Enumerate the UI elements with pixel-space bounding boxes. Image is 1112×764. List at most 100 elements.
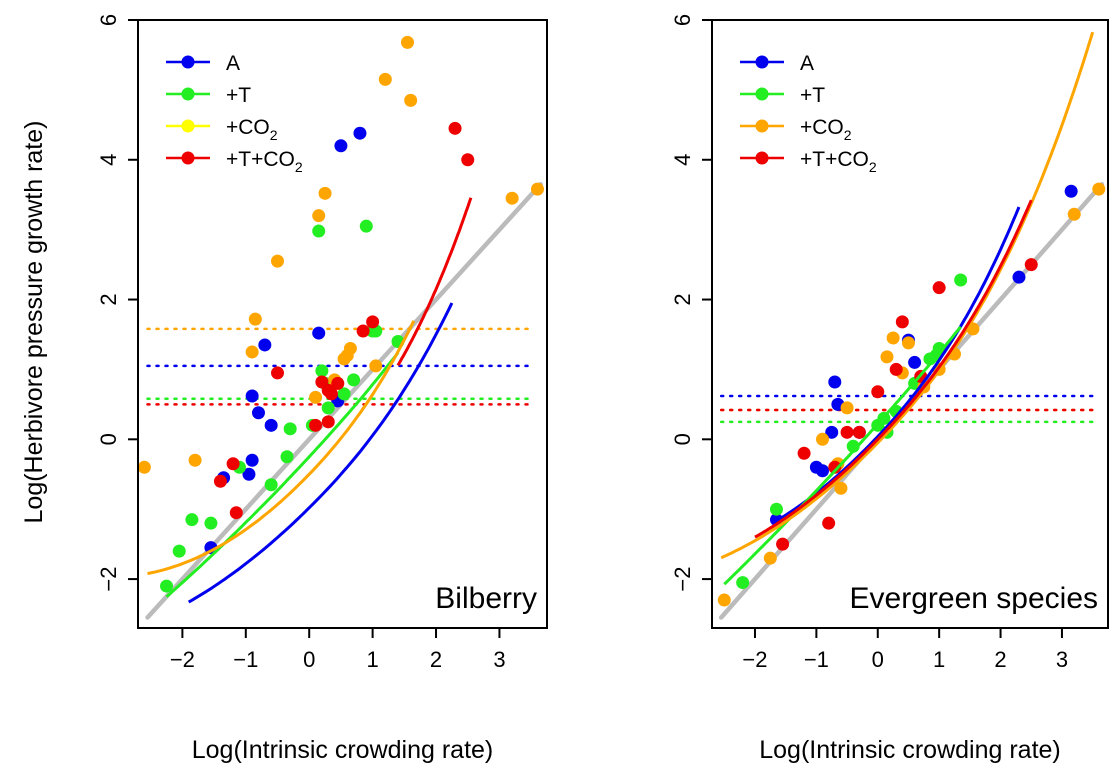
legend-marker-t-co2 <box>181 151 195 165</box>
data-point-co2 <box>271 254 285 268</box>
data-point-a <box>828 375 842 389</box>
legend-marker-t-co2 <box>755 151 769 165</box>
data-point-t <box>172 544 186 558</box>
data-point-a <box>334 139 348 153</box>
data-point-t-co2 <box>871 385 885 399</box>
data-point-t-co2 <box>213 474 227 488</box>
x-tick-label: 1 <box>366 647 378 672</box>
data-point-co2 <box>717 593 731 607</box>
data-point-a <box>1064 184 1078 198</box>
x-tick-label: −1 <box>804 647 829 672</box>
y-axis-title: Log(Herbivore pressure growth rate) <box>20 121 48 524</box>
x-tick-label: 0 <box>303 647 315 672</box>
legend-marker-t <box>181 87 195 101</box>
data-point-a <box>816 464 830 478</box>
panel-label: Bilberry <box>435 582 537 615</box>
data-point-t-co2 <box>229 506 243 520</box>
fitted-curve-a <box>187 302 454 604</box>
data-point-t <box>312 224 326 238</box>
data-point-t-co2 <box>822 516 836 530</box>
data-point-t-co2 <box>797 446 811 460</box>
y-tick-label: −2 <box>670 567 695 592</box>
data-point-co2 <box>886 331 900 345</box>
data-point-t-co2 <box>840 425 854 439</box>
plot-frame <box>137 19 548 629</box>
data-point-t <box>769 502 783 516</box>
data-point-co2 <box>400 35 414 49</box>
legend-label: A <box>226 52 240 75</box>
legend: A+T+CO2+T+CO2 <box>740 52 877 175</box>
data-point-t-co2 <box>331 376 345 390</box>
x-tick-label: 2 <box>994 647 1006 672</box>
data-point-t-co2 <box>461 153 475 167</box>
data-point-co2 <box>378 72 392 86</box>
legend-marker-co2 <box>181 119 195 133</box>
legend-label: +T+CO2 <box>226 148 303 175</box>
data-point-t <box>932 341 946 355</box>
data-point-t <box>280 450 294 464</box>
x-axis-title: Log(Intrinsic crowding rate) <box>192 736 494 764</box>
data-point-a <box>245 389 259 403</box>
legend-marker-co2 <box>755 119 769 133</box>
data-point-t-co2 <box>932 281 946 295</box>
data-point-t <box>315 364 329 378</box>
data-point-co2 <box>312 209 326 223</box>
data-point-t <box>160 579 174 593</box>
data-point-t <box>185 513 199 527</box>
data-point-t-co2 <box>1024 258 1038 272</box>
fitted-curve-co2 <box>147 320 416 576</box>
data-point-t-co2 <box>889 362 903 376</box>
data-point-t-co2 <box>852 425 866 439</box>
legend-label: +CO2 <box>226 116 278 143</box>
data-point-t-co2 <box>271 366 285 380</box>
legend-label: +CO2 <box>800 116 852 143</box>
legend-marker-a <box>755 55 769 69</box>
x-tick-label: 2 <box>430 647 442 672</box>
data-point-co2 <box>880 350 894 364</box>
data-point-t <box>283 422 297 436</box>
data-point-t <box>736 576 750 590</box>
legend: A+T+CO2+T+CO2 <box>166 52 303 175</box>
data-point-t <box>954 273 968 287</box>
fitted-curve-t <box>723 325 962 586</box>
y-tick-label: 2 <box>96 293 121 305</box>
x-tick-label: −2 <box>170 647 195 672</box>
data-point-a <box>264 418 278 432</box>
data-point-t-co2 <box>356 324 370 338</box>
x-tick-label: 3 <box>493 647 505 672</box>
panel-label: Evergreen species <box>850 582 1098 615</box>
data-point-a <box>353 126 367 140</box>
data-point-co2 <box>763 551 777 565</box>
plot-frame <box>711 19 1109 629</box>
y-tick-label: 6 <box>670 14 695 26</box>
data-point-a <box>908 355 922 369</box>
panel-bilberry: −2 −1 0 1 2 3 −2 0 2 4 6 Log(Intrinsic crowding rat… <box>96 14 548 764</box>
data-point-co2 <box>138 460 151 474</box>
fitted-curve-t-co2 <box>396 197 473 367</box>
data-point-t-co2 <box>895 315 909 329</box>
y-tick-label: 4 <box>96 154 121 166</box>
data-point-co2 <box>1092 182 1106 196</box>
data-point-co2 <box>343 341 357 355</box>
x-axis-title: Log(Intrinsic crowding rate) <box>759 736 1061 764</box>
data-point-a <box>312 326 326 340</box>
data-point-a <box>245 453 259 467</box>
data-point-t-co2 <box>226 457 240 471</box>
data-point-co2 <box>901 336 915 350</box>
data-point-co2 <box>404 93 418 107</box>
legend-label: +T <box>226 84 251 107</box>
y-tick-label: −2 <box>96 567 121 592</box>
fitted-curve-t-co2 <box>754 199 1033 539</box>
data-point-t-co2 <box>776 537 790 551</box>
fitted-curve-co2 <box>720 31 1095 560</box>
data-point-t-co2 <box>321 415 335 429</box>
data-point-co2 <box>834 481 848 495</box>
data-point-a <box>251 406 265 420</box>
legend-label: A <box>800 52 814 75</box>
y-tick-label: 6 <box>96 14 121 26</box>
x-tick-label: −2 <box>742 647 767 672</box>
data-point-a <box>242 467 256 481</box>
data-point-co2 <box>309 390 323 404</box>
data-point-t-co2 <box>309 418 323 432</box>
data-point-co2 <box>1067 207 1081 221</box>
